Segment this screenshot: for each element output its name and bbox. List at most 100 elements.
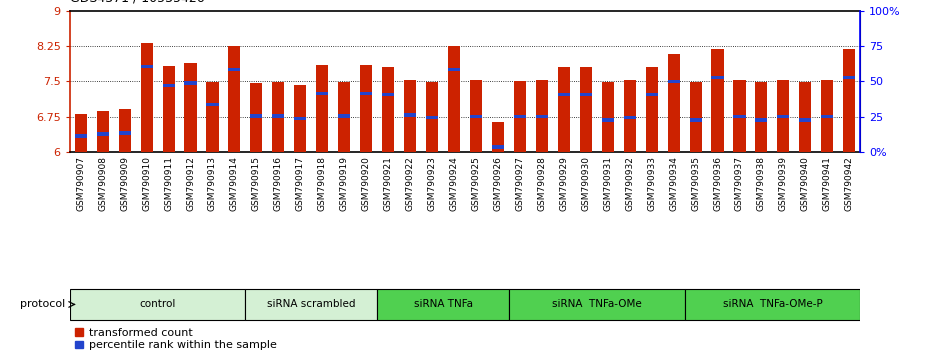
Bar: [624, 80, 636, 152]
Bar: [360, 65, 372, 152]
Bar: [602, 82, 614, 152]
Bar: [821, 115, 833, 118]
Text: GSM790912: GSM790912: [186, 156, 195, 211]
Bar: [448, 46, 460, 152]
Bar: [684, 289, 860, 320]
Text: GSM790939: GSM790939: [779, 156, 788, 211]
Text: protocol: protocol: [20, 299, 65, 309]
Text: GSM790927: GSM790927: [515, 156, 525, 211]
Legend: transformed count, percentile rank within the sample: transformed count, percentile rank withi…: [75, 328, 276, 350]
Bar: [799, 82, 811, 152]
Bar: [448, 68, 460, 71]
Bar: [844, 76, 856, 79]
Text: GSM790917: GSM790917: [296, 156, 305, 211]
Bar: [711, 76, 724, 79]
Bar: [184, 63, 196, 152]
Bar: [339, 82, 351, 152]
Text: GSM790930: GSM790930: [581, 156, 591, 211]
Bar: [509, 289, 684, 320]
Text: GSM790931: GSM790931: [604, 156, 612, 211]
Text: GSM790923: GSM790923: [428, 156, 436, 211]
Bar: [844, 49, 856, 152]
Bar: [119, 131, 131, 135]
Bar: [70, 289, 246, 320]
Text: GSM790919: GSM790919: [339, 156, 349, 211]
Bar: [272, 114, 285, 118]
Text: GSM790907: GSM790907: [76, 156, 86, 211]
Bar: [689, 82, 701, 152]
Bar: [624, 116, 636, 119]
Bar: [711, 49, 724, 152]
Text: GSM790929: GSM790929: [559, 156, 568, 211]
Text: GSM790932: GSM790932: [625, 156, 634, 211]
Text: GSM790921: GSM790921: [384, 156, 392, 211]
Bar: [734, 80, 746, 152]
Bar: [163, 84, 175, 87]
Text: GSM790934: GSM790934: [669, 156, 678, 211]
Bar: [536, 115, 548, 118]
Bar: [536, 80, 548, 152]
Text: GSM790909: GSM790909: [120, 156, 129, 211]
Bar: [755, 119, 767, 122]
Bar: [426, 116, 438, 119]
Text: GSM790915: GSM790915: [252, 156, 261, 211]
Bar: [470, 80, 482, 152]
Text: GSM790911: GSM790911: [164, 156, 173, 211]
Text: GSM790940: GSM790940: [801, 156, 810, 211]
Bar: [382, 93, 394, 96]
Bar: [514, 115, 526, 119]
Text: GSM790925: GSM790925: [472, 156, 481, 211]
Text: control: control: [140, 299, 176, 309]
Bar: [206, 103, 219, 106]
Bar: [74, 134, 86, 138]
Bar: [360, 92, 372, 95]
Text: GSM790935: GSM790935: [691, 156, 700, 211]
Bar: [316, 65, 328, 152]
Bar: [404, 113, 416, 116]
Text: GSM790913: GSM790913: [208, 156, 217, 211]
Text: GSM790914: GSM790914: [230, 156, 239, 211]
Bar: [777, 80, 790, 152]
Text: siRNA scrambled: siRNA scrambled: [267, 299, 355, 309]
Bar: [294, 117, 306, 120]
Bar: [74, 114, 86, 152]
Text: siRNA  TNFa-OMe: siRNA TNFa-OMe: [551, 299, 642, 309]
Bar: [404, 80, 416, 152]
Text: GSM790936: GSM790936: [713, 156, 722, 211]
Bar: [579, 67, 591, 152]
Bar: [184, 81, 196, 85]
Text: siRNA TNFa: siRNA TNFa: [414, 299, 472, 309]
Bar: [426, 82, 438, 152]
Bar: [97, 111, 109, 152]
Text: GSM790924: GSM790924: [449, 156, 458, 211]
Bar: [97, 132, 109, 136]
Text: GSM790928: GSM790928: [538, 156, 546, 211]
Bar: [229, 68, 241, 71]
Text: GSM790937: GSM790937: [735, 156, 744, 211]
Bar: [378, 289, 509, 320]
Bar: [755, 82, 767, 152]
Text: GSM790941: GSM790941: [823, 156, 831, 211]
Bar: [206, 82, 219, 152]
Bar: [140, 43, 153, 152]
Bar: [246, 289, 378, 320]
Bar: [119, 109, 131, 152]
Bar: [316, 92, 328, 95]
Text: GSM790933: GSM790933: [647, 156, 657, 211]
Bar: [272, 82, 285, 152]
Text: GSM790920: GSM790920: [362, 156, 371, 211]
Bar: [821, 80, 833, 152]
Text: GSM790942: GSM790942: [844, 156, 854, 211]
Text: GSM790938: GSM790938: [757, 156, 766, 211]
Bar: [492, 122, 504, 152]
Bar: [602, 119, 614, 122]
Bar: [579, 93, 591, 96]
Text: GSM790910: GSM790910: [142, 156, 151, 211]
Bar: [294, 85, 306, 152]
Bar: [514, 81, 526, 152]
Bar: [250, 114, 262, 118]
Text: siRNA  TNFa-OMe-P: siRNA TNFa-OMe-P: [723, 299, 822, 309]
Text: GSM790918: GSM790918: [318, 156, 326, 211]
Bar: [645, 67, 658, 152]
Text: GSM790922: GSM790922: [405, 156, 415, 211]
